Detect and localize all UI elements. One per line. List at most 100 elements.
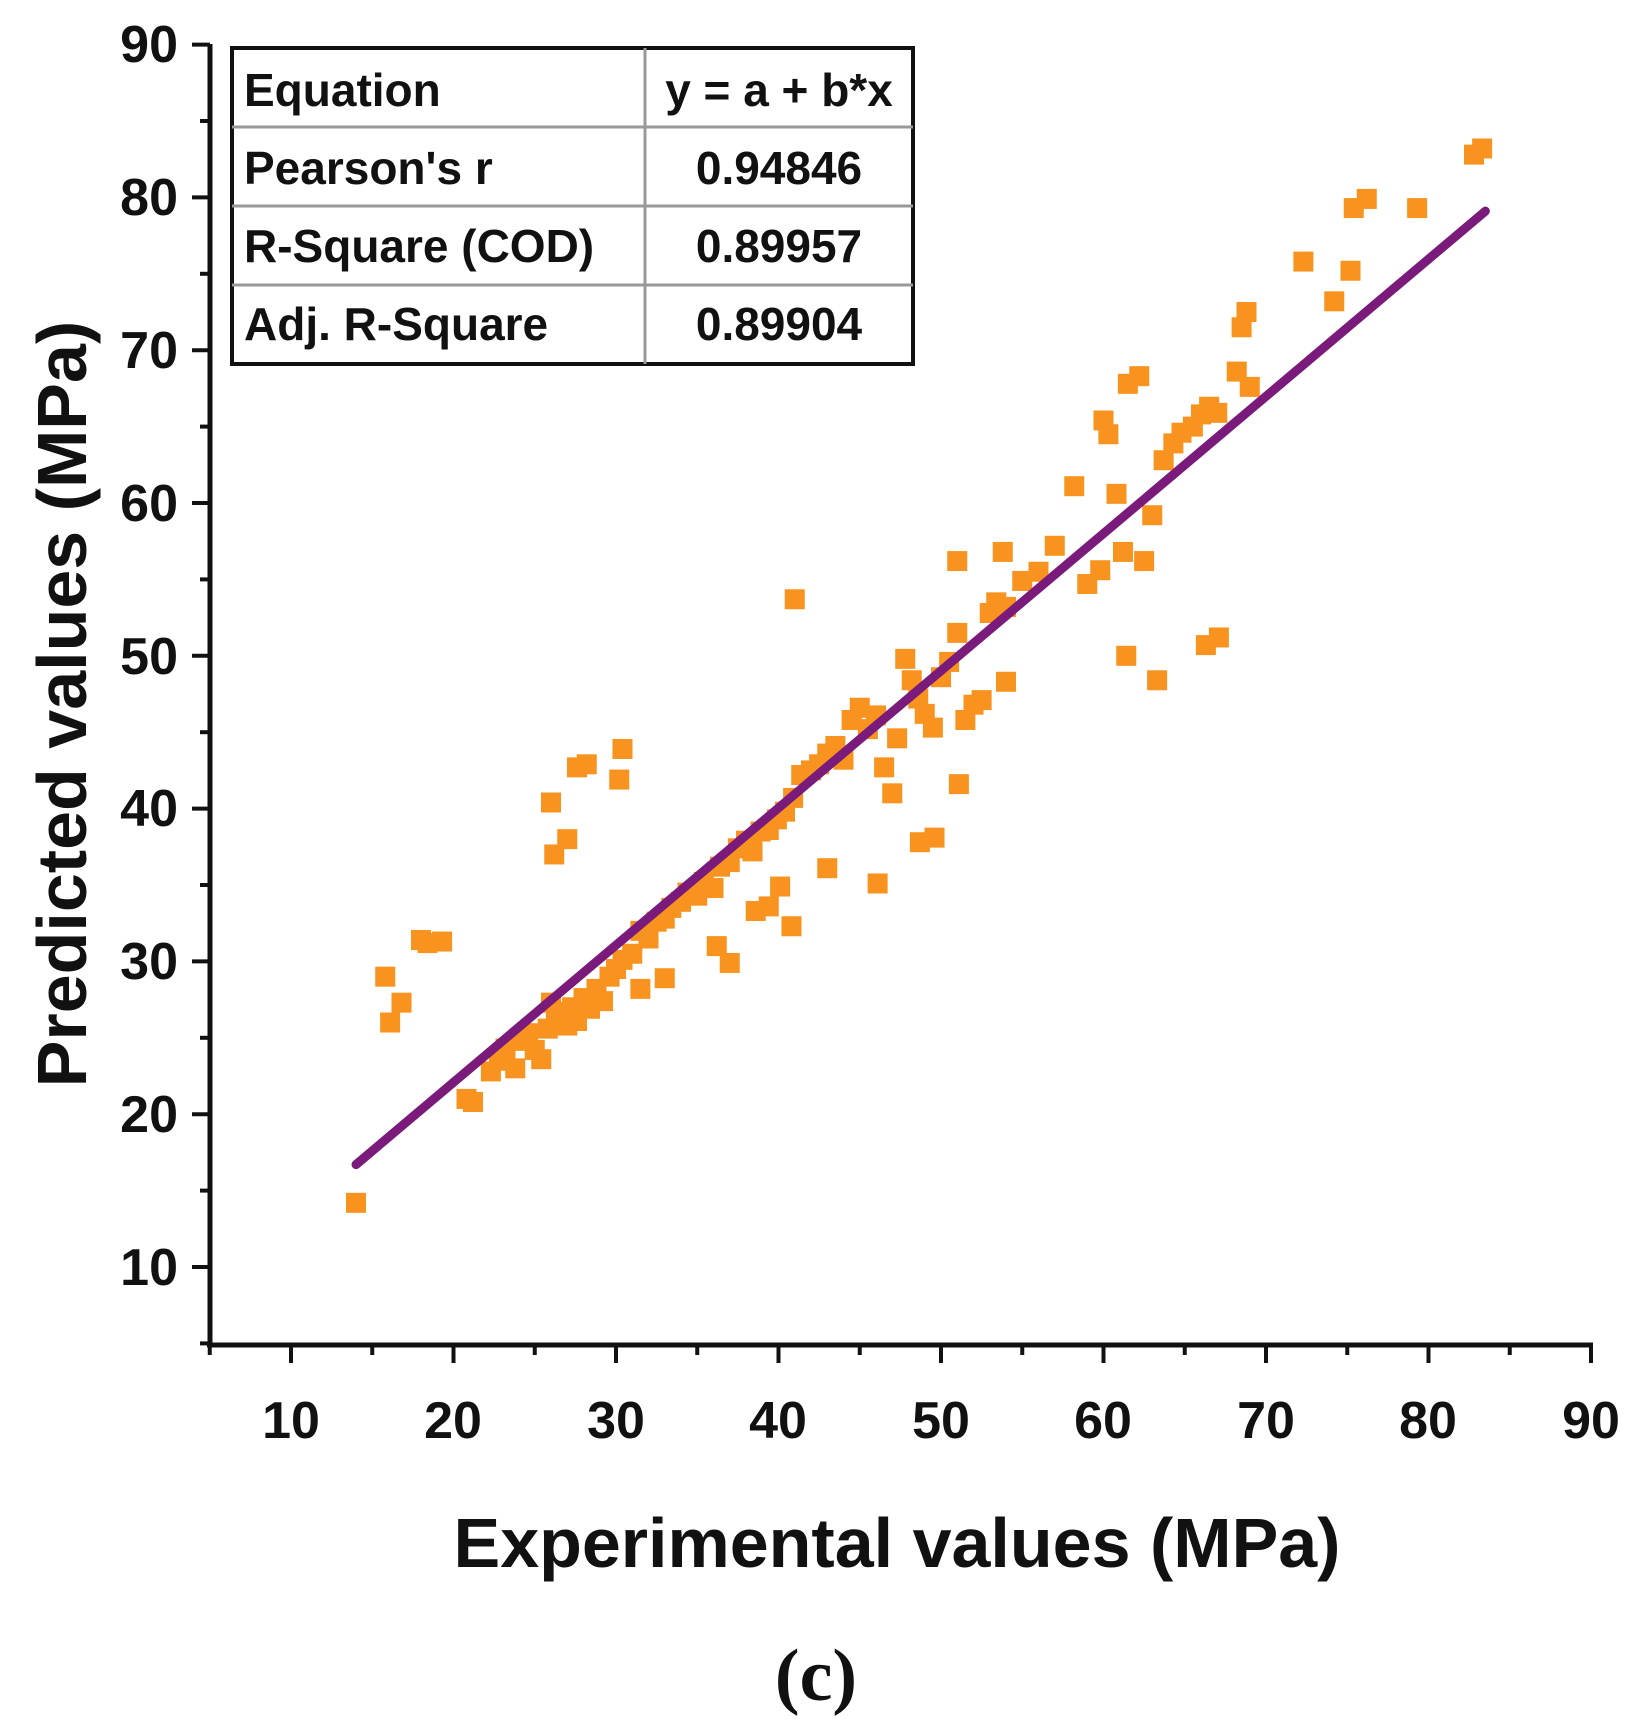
y-tick-label: 70 [120, 322, 178, 380]
data-point [742, 841, 763, 862]
data-point [947, 622, 968, 643]
data-point [867, 873, 888, 894]
data-point [1028, 561, 1049, 582]
data-point [630, 978, 651, 999]
data-point [784, 589, 805, 610]
data-point [1106, 483, 1127, 504]
data-point [1090, 560, 1111, 581]
data-point [719, 952, 740, 973]
x-axis-title: Experimental values (MPa) [454, 1504, 1341, 1582]
data-point [544, 844, 565, 865]
data-point [1064, 476, 1085, 497]
stats-table: Equation y = a + b*x Pearson's r 0.94846… [230, 46, 915, 366]
data-point [758, 896, 779, 917]
y-axis-title: Predicted values (MPa) [23, 321, 101, 1087]
data-point [1116, 645, 1137, 666]
data-point [1340, 260, 1361, 281]
y-tick-label: 30 [120, 933, 178, 991]
data-point [1129, 366, 1150, 387]
data-point [924, 827, 945, 848]
data-point [882, 783, 903, 804]
data-point [557, 829, 578, 850]
stats-label-equation: Equation [244, 64, 441, 116]
y-tick-label: 40 [120, 780, 178, 838]
y-tick-label: 80 [120, 169, 178, 227]
x-tick-label: 60 [1074, 1392, 1132, 1450]
data-point [1098, 424, 1119, 445]
data-point [817, 858, 838, 879]
data-point [1324, 291, 1345, 312]
data-point [1236, 302, 1257, 322]
data-point [922, 717, 943, 738]
x-tick-label: 30 [587, 1392, 645, 1450]
data-point [1407, 198, 1428, 219]
data-point [1142, 505, 1163, 526]
data-point [971, 690, 992, 711]
data-point [781, 916, 802, 937]
data-point [1356, 188, 1377, 209]
stats-value-equation: y = a + b*x [665, 64, 893, 116]
data-point [947, 551, 968, 572]
data-point [703, 878, 724, 899]
fit-line-layer [351, 206, 1490, 1170]
data-point [955, 709, 976, 730]
x-tick-label: 50 [912, 1392, 970, 1450]
data-point [1113, 541, 1133, 562]
data-point [849, 697, 870, 718]
data-point [948, 774, 969, 795]
stats-value-adj-r-square: 0.89904 [696, 298, 863, 350]
y-tick-label: 90 [120, 16, 178, 74]
stats-label-pearson: Pearson's r [244, 142, 493, 194]
y-tick-label: 60 [120, 475, 178, 533]
data-point [1208, 627, 1229, 648]
data-point [887, 728, 908, 749]
data-point [654, 968, 675, 989]
x-tick-label: 90 [1562, 1392, 1620, 1450]
y-tick-label: 20 [120, 1086, 178, 1144]
data-point [1293, 251, 1314, 272]
data-point [463, 1091, 483, 1112]
axis-ticks [192, 42, 1593, 1363]
x-tick-label: 40 [749, 1392, 807, 1450]
x-tick-label: 80 [1399, 1392, 1457, 1450]
data-point [638, 928, 659, 949]
x-tick-label: 20 [424, 1392, 482, 1450]
data-point [593, 991, 613, 1012]
data-point [706, 936, 727, 957]
figure-caption: (c) [775, 1635, 857, 1717]
data-point [531, 1049, 552, 1070]
data-point [612, 739, 633, 760]
data-point [992, 541, 1013, 562]
data-point [391, 992, 412, 1013]
data-point [895, 648, 916, 669]
data-point [622, 943, 643, 964]
y-tick-label: 10 [120, 1239, 178, 1297]
stats-label-adj-r-square: Adj. R-Square [244, 298, 548, 350]
stats-value-r-square: 0.89957 [696, 220, 862, 272]
data-point [505, 1058, 526, 1079]
data-point [609, 769, 630, 790]
data-point [901, 670, 922, 691]
data-point [1239, 376, 1260, 397]
data-point [375, 966, 396, 987]
data-point [541, 792, 561, 813]
data-point [380, 1012, 401, 1033]
data-point [1231, 317, 1252, 338]
x-tick-label: 70 [1237, 1392, 1295, 1450]
data-point [432, 931, 453, 952]
data-point [576, 754, 597, 775]
data-point [1147, 670, 1168, 691]
data-point [874, 757, 895, 778]
data-point [1012, 570, 1033, 591]
data-point [1044, 535, 1065, 556]
fit-line [351, 206, 1490, 1170]
data-point [770, 876, 791, 897]
data-point [1472, 138, 1493, 159]
data-point [996, 671, 1016, 692]
data-point [1207, 402, 1228, 423]
data-point [1153, 450, 1174, 471]
x-tick-label: 10 [262, 1392, 320, 1450]
data-point [346, 1192, 366, 1213]
stats-value-pearson: 0.94846 [696, 142, 862, 194]
